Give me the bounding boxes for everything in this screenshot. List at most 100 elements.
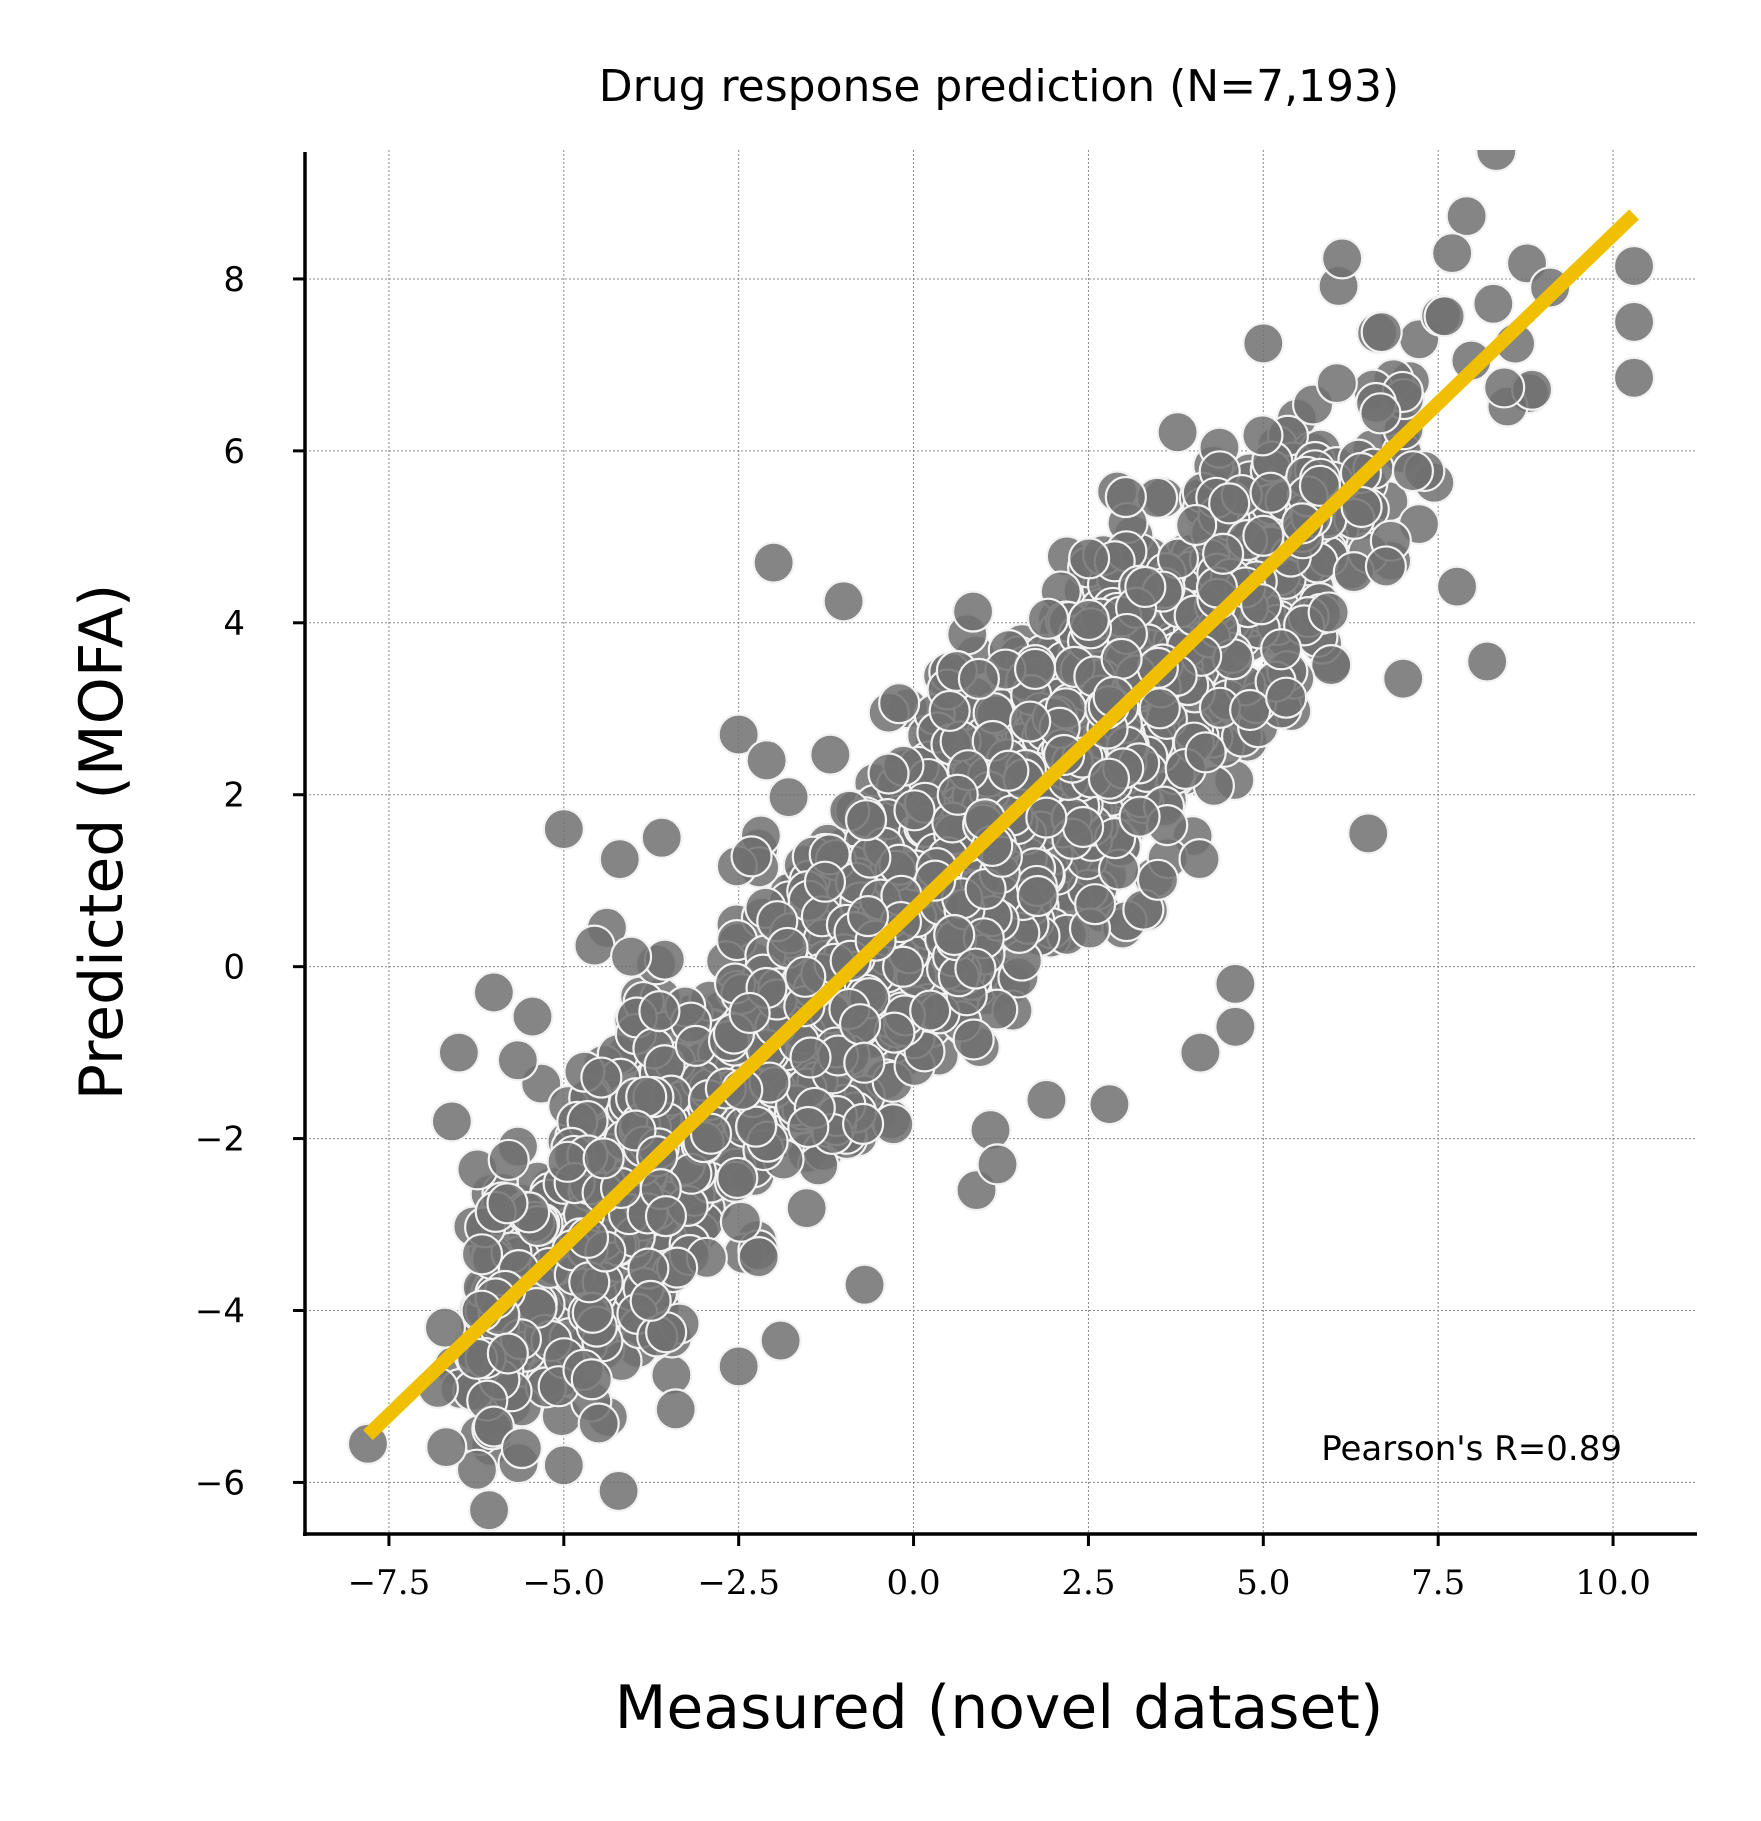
data-point xyxy=(844,799,888,842)
x-tick-label: 5.0 xyxy=(1236,1563,1290,1603)
data-point xyxy=(511,995,554,1038)
data-point xyxy=(909,989,952,1032)
data-point xyxy=(1067,598,1110,642)
data-point xyxy=(1483,366,1526,409)
data-point xyxy=(1025,796,1068,839)
data-point xyxy=(1178,837,1221,881)
data-point xyxy=(1088,1083,1131,1126)
data-point xyxy=(1136,858,1180,901)
data-point xyxy=(467,1489,511,1532)
data-point xyxy=(1241,414,1284,457)
data-point xyxy=(789,1036,832,1079)
data-point xyxy=(846,895,890,938)
data-point xyxy=(542,808,585,851)
data-point xyxy=(1242,514,1285,557)
data-point xyxy=(598,838,641,881)
data-point xyxy=(1156,411,1199,454)
data-point xyxy=(1013,647,1057,691)
data-point xyxy=(728,991,771,1035)
data-point xyxy=(954,947,997,990)
data-point xyxy=(1026,597,1070,640)
data-point xyxy=(1612,244,1656,288)
data-point xyxy=(1214,962,1257,1005)
data-point xyxy=(1087,757,1131,800)
data-point xyxy=(803,860,847,903)
data-point xyxy=(597,1469,640,1513)
data-point xyxy=(878,682,921,725)
data-point xyxy=(1240,583,1283,626)
data-point xyxy=(730,835,773,878)
data-point xyxy=(873,1011,916,1054)
data-point xyxy=(644,1195,688,1238)
data-point xyxy=(1391,450,1435,493)
data-point xyxy=(1445,195,1488,238)
data-point xyxy=(460,1233,504,1276)
data-point xyxy=(842,1102,885,1145)
y-tick-label: −2 xyxy=(195,1120,245,1160)
data-point xyxy=(1214,1005,1257,1048)
data-point xyxy=(969,1108,1012,1152)
x-tick-label: −5.0 xyxy=(523,1563,606,1603)
data-point xyxy=(640,816,683,859)
y-tick-label: −6 xyxy=(195,1463,245,1503)
data-point xyxy=(928,689,971,733)
regression-line-layer xyxy=(363,209,1639,1441)
data-point xyxy=(1118,795,1161,838)
data-point xyxy=(577,1402,620,1445)
data-point xyxy=(573,924,616,967)
data-point xyxy=(1100,637,1143,680)
data-point xyxy=(1310,644,1353,687)
data-point xyxy=(1025,1078,1068,1121)
data-point xyxy=(1175,503,1218,547)
data-point xyxy=(1612,356,1656,399)
data-point xyxy=(1347,812,1390,855)
x-tick-label: 10.0 xyxy=(1575,1563,1651,1603)
data-point xyxy=(486,1332,529,1375)
x-tick-label: 7.5 xyxy=(1411,1563,1465,1603)
data-point xyxy=(752,541,795,584)
data-point xyxy=(1009,700,1052,743)
data-point xyxy=(1472,282,1515,325)
data-point xyxy=(734,1105,778,1148)
data-point xyxy=(500,1426,543,1470)
data-point xyxy=(767,776,810,819)
data-point xyxy=(1307,591,1350,634)
y-tick-label: 4 xyxy=(223,604,245,644)
data-point xyxy=(1382,657,1425,700)
data-point xyxy=(430,1100,473,1143)
data-point xyxy=(437,1031,480,1074)
x-tick-label: 0.0 xyxy=(887,1563,941,1603)
data-point xyxy=(881,945,925,988)
data-point xyxy=(629,1279,672,1322)
regression-line xyxy=(363,209,1639,1441)
data-point xyxy=(1249,471,1292,514)
data-point xyxy=(455,1448,499,1491)
data-point xyxy=(425,1425,468,1469)
data-point xyxy=(546,1140,589,1183)
data-point xyxy=(1612,300,1656,344)
data-point xyxy=(1016,874,1059,918)
data-point xyxy=(759,1319,802,1362)
data-point xyxy=(1242,322,1285,365)
data-point xyxy=(785,1187,828,1230)
chart-title: Drug response prediction (N=7,193) xyxy=(599,61,1399,112)
y-axis-label: Predicted (MOFA) xyxy=(67,584,137,1101)
data-point xyxy=(1202,532,1245,575)
data-point xyxy=(719,1200,763,1243)
data-point xyxy=(737,1236,780,1279)
x-axis-label: Measured (novel dataset) xyxy=(615,1673,1384,1743)
data-point xyxy=(1298,464,1342,507)
data-point xyxy=(472,1405,515,1448)
y-tick-label: 6 xyxy=(223,432,245,472)
data-point xyxy=(1124,565,1167,609)
data-point xyxy=(1184,731,1227,774)
data-point xyxy=(787,1105,830,1149)
y-tick-label: 0 xyxy=(223,948,245,988)
data-point xyxy=(1435,565,1479,608)
y-tick-label: −4 xyxy=(195,1291,245,1331)
data-point xyxy=(951,590,995,633)
data-point xyxy=(1074,883,1117,926)
data-point xyxy=(1423,295,1466,338)
data-point xyxy=(849,836,892,879)
